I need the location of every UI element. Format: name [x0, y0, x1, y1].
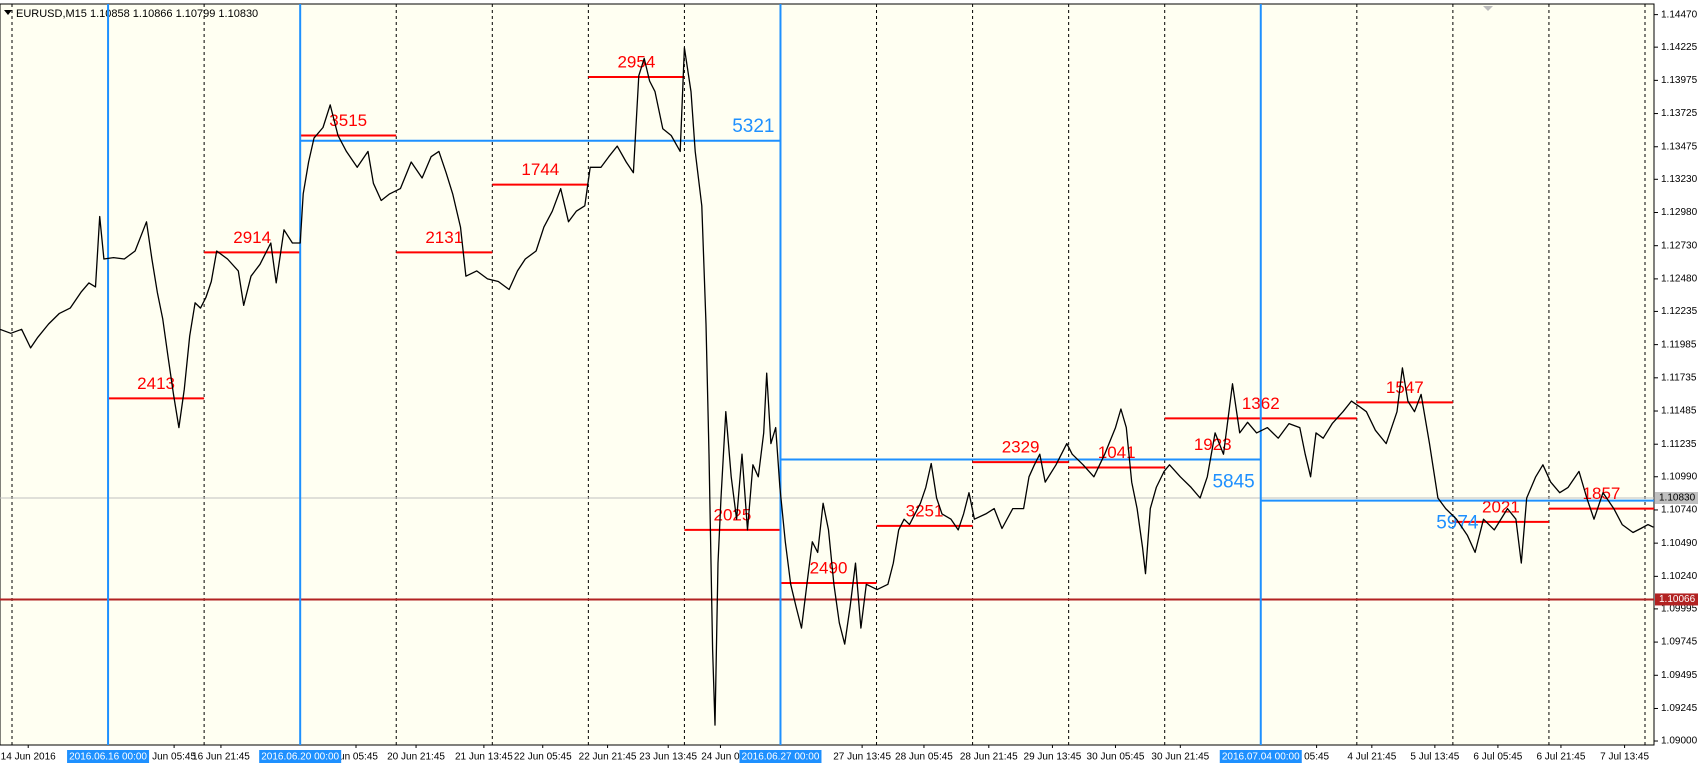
- y-tick-label: 1.09995: [1661, 604, 1698, 615]
- chart-title: EURUSD,M15 1.10858 1.10866 1.10799 1.108…: [16, 8, 258, 20]
- level-label: 2025: [714, 505, 752, 524]
- x-tick-label: 22 Jun 21:45: [579, 752, 637, 763]
- level-label: 5321: [732, 116, 774, 137]
- y-tick-label: 1.14225: [1661, 42, 1698, 53]
- shift-marker: [1483, 6, 1493, 11]
- x-tick-label: 20 Jun 21:45: [387, 752, 445, 763]
- price-label: 1.10066: [1659, 594, 1696, 605]
- date-label-box: [67, 750, 150, 763]
- x-tick-label: 30 Jun 21:45: [1151, 752, 1209, 763]
- x-tick-label: 22 Jun 05:45: [514, 752, 572, 763]
- x-tick-label: 14 Jun 2016: [1, 752, 56, 763]
- y-tick-label: 1.12235: [1661, 306, 1698, 317]
- y-tick-label: 1.11735: [1661, 372, 1697, 383]
- level-label: 3515: [329, 111, 367, 130]
- y-tick-label: 1.14470: [1661, 9, 1698, 20]
- menu-triangle: [4, 10, 12, 15]
- x-tick-label: 6 Jul 21:45: [1536, 752, 1585, 763]
- x-tick-label: 16 Jun 21:45: [192, 752, 250, 763]
- y-tick-label: 1.13725: [1661, 108, 1698, 119]
- y-tick-label: 1.11235: [1661, 439, 1697, 450]
- y-tick-label: 1.11485: [1661, 406, 1697, 417]
- x-tick-label: 21 Jun 13:45: [455, 752, 513, 763]
- x-tick-label: 30 Jun 05:45: [1087, 752, 1145, 763]
- y-tick-label: 1.09000: [1661, 736, 1698, 747]
- x-tick-label: 28 Jun 21:45: [960, 752, 1018, 763]
- level-label: 3251: [906, 501, 944, 520]
- date-label: 2016.06.27 00:00: [742, 752, 820, 763]
- level-label: 2131: [425, 228, 463, 247]
- x-tick-label: Jun 05:45: [152, 752, 196, 763]
- x-tick-label: 4 Jul 21:45: [1347, 752, 1396, 763]
- y-tick-label: 1.10490: [1661, 538, 1698, 549]
- price-line-series: [0, 47, 1654, 726]
- y-tick-label: 1.10990: [1661, 471, 1698, 482]
- x-tick-label: 05:45: [1304, 752, 1329, 763]
- level-label: 1547: [1386, 378, 1424, 397]
- price-label: 1.10830: [1659, 493, 1696, 504]
- y-tick-label: 1.12480: [1661, 274, 1698, 285]
- y-tick-label: 1.10240: [1661, 571, 1698, 582]
- date-label: 2016.07.04 00:00: [1222, 752, 1300, 763]
- y-tick-label: 1.12730: [1661, 240, 1698, 251]
- level-label: 2914: [233, 228, 271, 247]
- y-tick-label: 1.13230: [1661, 174, 1698, 185]
- date-label: 2016.06.16 00:00: [69, 752, 147, 763]
- price-label-box: [1655, 593, 1698, 606]
- x-tick-label: 27 Jun 13:45: [833, 752, 891, 763]
- level-label: 2490: [810, 558, 848, 577]
- x-tick-label: 24 Jun 0: [701, 752, 740, 763]
- level-label: 5974: [1436, 513, 1479, 534]
- date-label-box: [1219, 750, 1302, 763]
- x-tick-label: 7 Jul 13:45: [1600, 752, 1649, 763]
- level-label: 1857: [1583, 484, 1621, 503]
- y-tick-label: 1.09245: [1661, 703, 1698, 714]
- x-tick-label: 28 Jun 05:45: [895, 752, 953, 763]
- y-tick-label: 1.13475: [1661, 141, 1698, 152]
- y-tick-label: 1.09495: [1661, 670, 1698, 681]
- date-label: 2016.06.20 00:00: [261, 752, 339, 763]
- x-tick-label: 29 Jun 13:45: [1024, 752, 1082, 763]
- y-tick-label: 1.13975: [1661, 75, 1698, 86]
- level-label: 5845: [1212, 472, 1254, 493]
- level-label: 2329: [1002, 438, 1040, 457]
- y-tick-label: 1.10740: [1661, 505, 1698, 516]
- plot-area: [0, 3, 1655, 746]
- x-tick-label: Jun 05:45: [334, 752, 378, 763]
- y-tick-label: 1.12980: [1661, 207, 1698, 218]
- date-label-box: [739, 750, 822, 763]
- x-tick-label: 5 Jul 13:45: [1410, 752, 1459, 763]
- x-tick-label: 6 Jul 05:45: [1473, 752, 1522, 763]
- level-label: 1744: [521, 160, 559, 179]
- level-label: 2413: [137, 374, 175, 393]
- x-tick-label: 23 Jun 13:45: [639, 752, 697, 763]
- y-tick-label: 1.09745: [1661, 637, 1698, 648]
- date-label-box: [259, 750, 342, 763]
- level-label: 2954: [617, 53, 655, 72]
- price-label-box: [1655, 492, 1698, 504]
- y-tick-label: 1.11985: [1661, 339, 1697, 350]
